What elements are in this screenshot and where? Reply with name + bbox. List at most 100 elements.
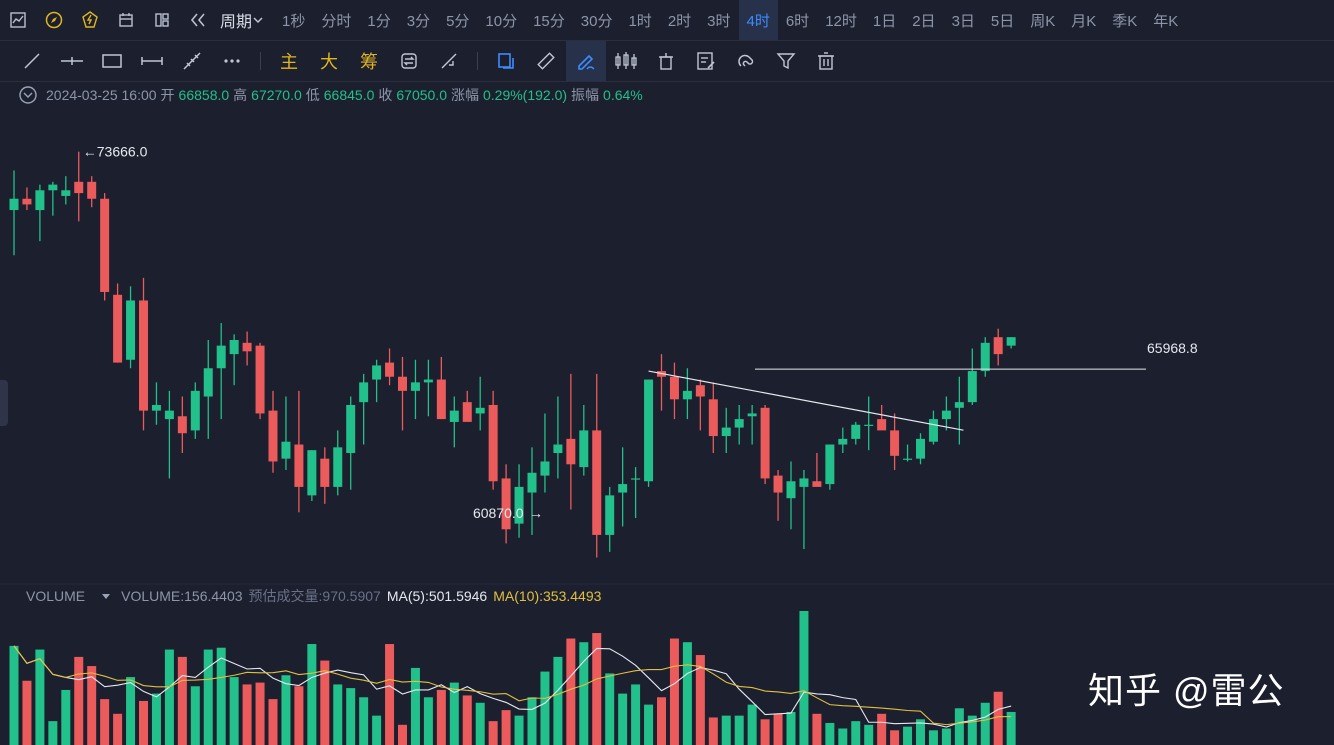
candle <box>164 390 174 479</box>
candle-body <box>644 379 654 482</box>
trend-line-icon[interactable] <box>12 41 52 81</box>
volume-bar <box>423 697 433 745</box>
edit-icon[interactable] <box>686 41 726 81</box>
drawing-toolbar: 主 大 筹 <box>0 41 1334 82</box>
period-12[interactable]: 6时 <box>785 12 810 30</box>
rectangle-icon[interactable] <box>92 41 132 81</box>
candle <box>980 337 990 377</box>
rewind-icon[interactable] <box>180 0 216 40</box>
period-14[interactable]: 1日 <box>872 12 897 30</box>
candle-body <box>669 376 679 400</box>
candle <box>190 382 200 439</box>
period-label: 周期 <box>220 14 253 31</box>
big-order-button[interactable]: 大 <box>320 52 338 72</box>
candle-body <box>566 438 576 465</box>
volume-bar <box>307 644 317 745</box>
candle-body <box>980 342 990 372</box>
pen-icon[interactable] <box>566 41 606 81</box>
period-20[interactable]: 季K <box>1112 12 1138 30</box>
trash-small-icon[interactable] <box>646 41 686 81</box>
period-13[interactable]: 12时 <box>825 12 857 30</box>
lightning-icon[interactable] <box>72 0 108 40</box>
candle <box>708 382 718 453</box>
period-11[interactable]: 4时 <box>738 0 778 40</box>
layout-icon[interactable] <box>144 0 180 40</box>
divider <box>477 52 478 70</box>
delete-icon[interactable] <box>806 41 846 81</box>
candle <box>9 170 19 256</box>
candle-body <box>928 419 938 442</box>
collapse-icon[interactable] <box>18 85 38 105</box>
period-5[interactable]: 10分 <box>485 12 518 30</box>
main-force-button[interactable]: 主 <box>280 52 298 72</box>
candle <box>294 390 304 513</box>
period-7[interactable]: 30分 <box>580 12 613 30</box>
more-icon[interactable] <box>212 41 252 81</box>
ruler-diag-icon[interactable] <box>172 41 212 81</box>
compass-icon[interactable] <box>36 0 72 40</box>
candle <box>372 359 382 403</box>
period-list: 1秒 分时 1分 3分 5分 10分 15分 30分 1时 2时 3时 4时 6时 12时 1日 2日 3日 5日… <box>274 0 1186 40</box>
volume-bar <box>657 697 666 745</box>
chart-icon[interactable] <box>0 0 36 40</box>
volume-bar <box>48 721 58 745</box>
candle-body <box>436 379 446 420</box>
open-value: 66858.0 <box>178 87 230 103</box>
volume-dropdown-icon[interactable] <box>99 591 113 601</box>
candlestick-chart[interactable]: 73666.0 ← 60870.0 → 65968.8 <box>0 106 1334 745</box>
copy-icon[interactable] <box>486 41 526 81</box>
filter-icon[interactable] <box>766 41 806 81</box>
volume-value: VOLUME:156.4403 <box>121 588 243 604</box>
period-2[interactable]: 1分 <box>367 12 391 30</box>
period-19[interactable]: 月K <box>1071 12 1097 30</box>
period-6[interactable]: 15分 <box>533 12 565 30</box>
close-value: 67050.0 <box>396 87 447 103</box>
candle <box>941 396 951 431</box>
volume-bar <box>177 656 187 745</box>
candle-body <box>320 458 330 487</box>
candle <box>333 430 343 496</box>
period-10[interactable]: 3时 <box>707 12 731 30</box>
candle <box>838 427 848 453</box>
calendar-icon[interactable] <box>108 0 144 40</box>
volume-bar <box>462 695 472 745</box>
volume-bar <box>825 722 835 745</box>
ruler-icon[interactable] <box>526 41 566 81</box>
period-21[interactable]: 年K <box>1153 12 1179 30</box>
range-icon[interactable] <box>132 41 172 81</box>
period-4[interactable]: 5分 <box>446 12 470 30</box>
candle-body <box>993 337 1003 355</box>
volume-bar <box>164 649 174 745</box>
horizontal-line-icon[interactable] <box>52 41 92 81</box>
change-value: 0.29%(192.0) <box>482 87 568 103</box>
period-9[interactable]: 2时 <box>667 12 692 30</box>
period-16[interactable]: 3日 <box>951 12 975 30</box>
period-3[interactable]: 3分 <box>406 12 431 30</box>
measure-icon[interactable] <box>429 41 469 81</box>
candle <box>579 404 589 476</box>
period-0[interactable]: 1秒 <box>282 12 306 30</box>
candle <box>268 390 278 473</box>
period-1[interactable]: 分时 <box>321 12 352 30</box>
volume-bar <box>501 710 511 745</box>
candle-body <box>216 345 226 369</box>
candle <box>423 359 433 417</box>
high-marker-arrow: ← <box>83 144 97 160</box>
period-17[interactable]: 5日 <box>990 12 1015 30</box>
swap-icon[interactable] <box>389 41 429 81</box>
period-8[interactable]: 1时 <box>628 12 652 30</box>
period-18[interactable]: 周K <box>1030 12 1056 30</box>
volume-bar <box>514 715 524 745</box>
chips-button[interactable]: 筹 <box>360 52 378 72</box>
side-panel-toggle[interactable] <box>0 380 8 426</box>
period-15[interactable]: 2日 <box>912 12 936 30</box>
low-label: 低 <box>305 87 320 103</box>
candle-body <box>100 198 110 292</box>
volume-bar <box>747 704 757 745</box>
candle <box>385 348 395 386</box>
candle-body <box>242 342 252 352</box>
candles-icon[interactable] <box>606 41 646 81</box>
candle-body <box>190 390 200 431</box>
period-selector[interactable]: 周期 <box>220 8 264 32</box>
magnet-icon[interactable] <box>726 41 766 81</box>
